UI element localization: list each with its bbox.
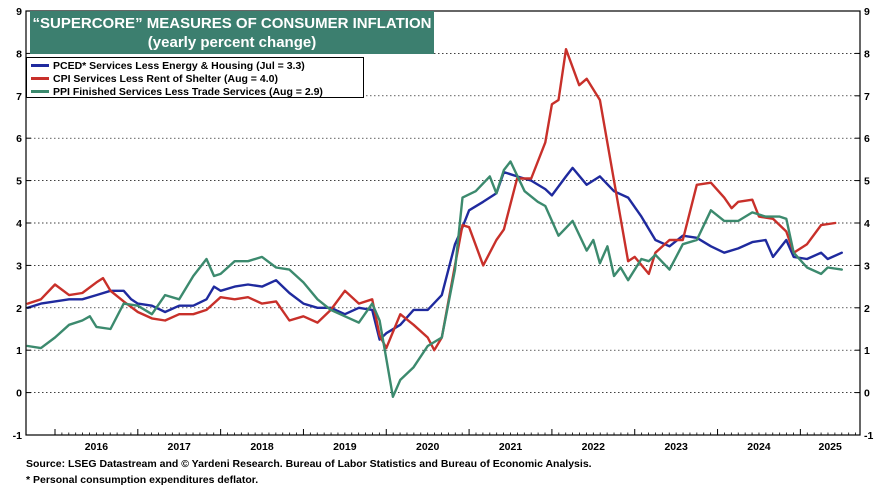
legend-item-ppi: PPI Finished Services Less Trade Service…	[31, 85, 359, 98]
y-tick-label-left: 9	[16, 6, 22, 18]
y-tick-label-right: 6	[864, 133, 870, 145]
y-tick-label-left: 4	[16, 218, 22, 230]
x-tick-label: 2022	[582, 441, 606, 453]
legend-label-ppi: PPI Finished Services Less Trade Service…	[53, 85, 323, 98]
y-tick-label-right: 7	[864, 91, 870, 103]
legend-item-cpi: CPI Services Less Rent of Shelter (Aug =…	[31, 72, 359, 85]
y-tick-label-left: 6	[16, 133, 22, 145]
chart-title-box: “SUPERCORE” MEASURES OF CONSUMER INFLATI…	[30, 11, 434, 54]
y-tick-label-right: 2	[864, 303, 870, 315]
y-tick-label-right: 0	[864, 388, 870, 400]
legend-swatch-ppi	[31, 90, 49, 93]
axes: -1 -1 0 0 1 1 2 2 3 3 4 4 5 5 6 6 7 7 8 8 9 9 2016 2017 2018 2019…	[13, 6, 874, 453]
y-tick-label-left: 7	[16, 91, 22, 103]
y-tick-label-left: -1	[13, 430, 22, 442]
y-tick-label-right: 5	[864, 176, 870, 188]
x-tick-label: 2020	[416, 441, 440, 453]
y-tick-label-left: 0	[16, 388, 22, 400]
legend-swatch-cpi	[31, 77, 49, 80]
chart-title: “SUPERCORE” MEASURES OF CONSUMER INFLATI…	[32, 15, 432, 32]
source-note: Source: LSEG Datastream and © Yardeni Re…	[26, 458, 592, 470]
x-tick-label: 2019	[333, 441, 357, 453]
y-tick-label-right: 8	[864, 48, 870, 60]
y-tick-label-right: 3	[864, 260, 870, 272]
chart-subtitle: (yearly percent change)	[147, 34, 317, 51]
y-tick-label-left: 5	[16, 176, 22, 188]
series-line-0	[26, 166, 843, 341]
legend-label-pced: PCED* Services Less Energy & Housing (Ju…	[53, 59, 305, 72]
y-tick-label-right: 4	[864, 218, 870, 230]
y-tick-label-left: 8	[16, 48, 22, 60]
x-tick-label: 2023	[664, 441, 688, 453]
x-tick-label: 2021	[499, 441, 523, 453]
y-tick-label-right: 9	[864, 6, 870, 18]
x-tick-label: 2016	[85, 441, 109, 453]
series-layer	[26, 48, 843, 398]
y-tick-label-left: 2	[16, 303, 22, 315]
y-tick-label-left: 1	[16, 345, 22, 357]
x-tick-label: 2024	[747, 441, 771, 453]
y-tick-label-right: 1	[864, 345, 870, 357]
y-tick-label-right: -1	[864, 430, 873, 442]
x-tick-label: 2018	[250, 441, 274, 453]
legend: PCED* Services Less Energy & Housing (Ju…	[26, 57, 364, 98]
series-line-2	[26, 160, 843, 398]
x-tick-label: 2017	[168, 441, 192, 453]
legend-label-cpi: CPI Services Less Rent of Shelter (Aug =…	[53, 72, 278, 85]
legend-swatch-pced	[31, 64, 49, 67]
legend-item-pced: PCED* Services Less Energy & Housing (Ju…	[31, 59, 359, 72]
footnote: * Personal consumption expenditures defl…	[26, 474, 259, 486]
y-tick-label-left: 3	[16, 260, 22, 272]
gridlines	[26, 53, 860, 393]
x-tick-label: 2025	[819, 441, 843, 453]
